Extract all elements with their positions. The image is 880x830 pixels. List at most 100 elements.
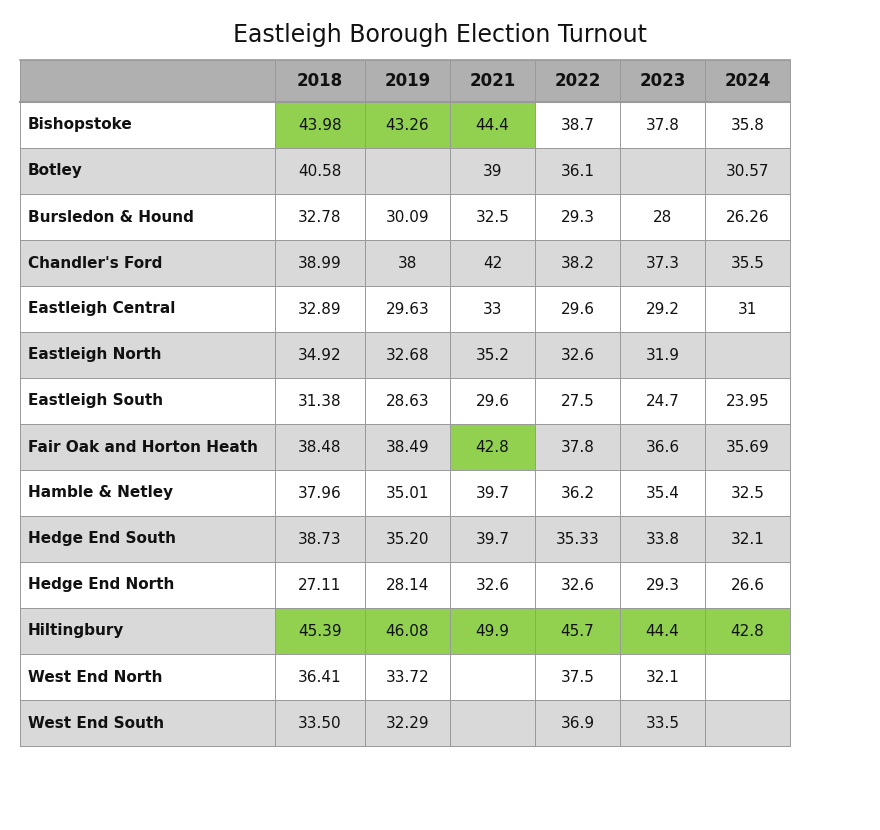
Text: 32.78: 32.78 bbox=[298, 209, 341, 224]
Text: 42.8: 42.8 bbox=[730, 623, 765, 638]
Text: 32.68: 32.68 bbox=[385, 348, 429, 363]
Text: 23.95: 23.95 bbox=[726, 393, 769, 408]
Text: 38.2: 38.2 bbox=[561, 256, 594, 271]
Text: Bishopstoke: Bishopstoke bbox=[28, 118, 133, 133]
Text: 30.57: 30.57 bbox=[726, 164, 769, 178]
Bar bbox=[20, 194, 790, 240]
Text: 35.20: 35.20 bbox=[385, 531, 429, 546]
Text: 32.1: 32.1 bbox=[646, 670, 679, 685]
Text: Hedge End North: Hedge End North bbox=[28, 578, 174, 593]
Text: 38.49: 38.49 bbox=[385, 440, 429, 455]
Text: 38.7: 38.7 bbox=[561, 118, 594, 133]
Bar bbox=[450, 424, 535, 470]
Text: 32.89: 32.89 bbox=[298, 301, 341, 316]
Bar bbox=[20, 332, 790, 378]
Text: 24.7: 24.7 bbox=[646, 393, 679, 408]
Text: 35.69: 35.69 bbox=[726, 440, 769, 455]
Text: 36.9: 36.9 bbox=[561, 715, 595, 730]
Text: 45.7: 45.7 bbox=[561, 623, 594, 638]
Text: 35.4: 35.4 bbox=[646, 486, 679, 500]
Text: 29.6: 29.6 bbox=[475, 393, 510, 408]
Bar bbox=[450, 608, 535, 654]
Bar bbox=[20, 424, 790, 470]
Text: 2022: 2022 bbox=[554, 72, 601, 90]
Bar bbox=[20, 654, 790, 700]
Text: 38.48: 38.48 bbox=[298, 440, 341, 455]
Bar bbox=[535, 608, 620, 654]
Text: 39.7: 39.7 bbox=[475, 486, 510, 500]
Text: 35.01: 35.01 bbox=[385, 486, 429, 500]
Text: 44.4: 44.4 bbox=[646, 623, 679, 638]
Text: 33.50: 33.50 bbox=[298, 715, 341, 730]
Text: Hamble & Netley: Hamble & Netley bbox=[28, 486, 173, 500]
Text: 2019: 2019 bbox=[385, 72, 430, 90]
Text: 36.1: 36.1 bbox=[561, 164, 595, 178]
Text: 29.63: 29.63 bbox=[385, 301, 429, 316]
Text: 43.98: 43.98 bbox=[298, 118, 341, 133]
Bar bbox=[20, 562, 790, 608]
Text: 2024: 2024 bbox=[724, 72, 771, 90]
Text: 28: 28 bbox=[653, 209, 672, 224]
Text: 26.26: 26.26 bbox=[726, 209, 769, 224]
Text: 39.7: 39.7 bbox=[475, 531, 510, 546]
Text: 37.8: 37.8 bbox=[646, 118, 679, 133]
Text: 46.08: 46.08 bbox=[385, 623, 429, 638]
Text: 28.14: 28.14 bbox=[385, 578, 429, 593]
Text: 2023: 2023 bbox=[639, 72, 686, 90]
Bar bbox=[20, 240, 790, 286]
Text: 33: 33 bbox=[483, 301, 502, 316]
Bar bbox=[365, 608, 450, 654]
Text: 37.96: 37.96 bbox=[298, 486, 341, 500]
Text: Botley: Botley bbox=[28, 164, 83, 178]
Text: 39: 39 bbox=[483, 164, 502, 178]
Text: 26.6: 26.6 bbox=[730, 578, 765, 593]
Text: 29.2: 29.2 bbox=[646, 301, 679, 316]
Text: 32.1: 32.1 bbox=[730, 531, 765, 546]
Text: 32.29: 32.29 bbox=[385, 715, 429, 730]
Text: 28.63: 28.63 bbox=[385, 393, 429, 408]
Text: 2018: 2018 bbox=[297, 72, 343, 90]
Text: 37.3: 37.3 bbox=[646, 256, 679, 271]
Text: Hedge End South: Hedge End South bbox=[28, 531, 176, 546]
Text: 32.5: 32.5 bbox=[475, 209, 510, 224]
Text: Chandler's Ford: Chandler's Ford bbox=[28, 256, 163, 271]
Text: 35.2: 35.2 bbox=[475, 348, 510, 363]
Text: 35.8: 35.8 bbox=[730, 118, 765, 133]
Bar bbox=[20, 148, 790, 194]
Bar bbox=[20, 516, 790, 562]
Text: Hiltingbury: Hiltingbury bbox=[28, 623, 124, 638]
Bar bbox=[20, 286, 790, 332]
Text: Fair Oak and Horton Heath: Fair Oak and Horton Heath bbox=[28, 440, 258, 455]
Text: 42.8: 42.8 bbox=[475, 440, 510, 455]
Text: Eastleigh Borough Election Turnout: Eastleigh Borough Election Turnout bbox=[233, 23, 647, 47]
Text: 37.8: 37.8 bbox=[561, 440, 594, 455]
Bar bbox=[365, 102, 450, 148]
Text: 40.58: 40.58 bbox=[298, 164, 341, 178]
Text: 31.9: 31.9 bbox=[646, 348, 679, 363]
Text: 37.5: 37.5 bbox=[561, 670, 594, 685]
Bar bbox=[620, 608, 705, 654]
Text: 34.92: 34.92 bbox=[298, 348, 341, 363]
Text: 33.72: 33.72 bbox=[385, 670, 429, 685]
Bar bbox=[450, 102, 535, 148]
Text: 32.6: 32.6 bbox=[561, 578, 595, 593]
Text: 35.33: 35.33 bbox=[555, 531, 599, 546]
Text: 49.9: 49.9 bbox=[475, 623, 510, 638]
Bar bbox=[20, 378, 790, 424]
Text: 38.99: 38.99 bbox=[298, 256, 341, 271]
Text: Eastleigh Central: Eastleigh Central bbox=[28, 301, 175, 316]
Text: 29.6: 29.6 bbox=[561, 301, 595, 316]
Bar bbox=[705, 608, 790, 654]
Text: West End South: West End South bbox=[28, 715, 165, 730]
Text: 33.5: 33.5 bbox=[646, 715, 679, 730]
Text: 27.11: 27.11 bbox=[298, 578, 341, 593]
Text: 32.5: 32.5 bbox=[730, 486, 765, 500]
Text: 36.41: 36.41 bbox=[298, 670, 341, 685]
Text: 35.5: 35.5 bbox=[730, 256, 765, 271]
Bar bbox=[275, 102, 365, 148]
Text: 2021: 2021 bbox=[469, 72, 516, 90]
Text: Bursledon & Hound: Bursledon & Hound bbox=[28, 209, 194, 224]
Text: Eastleigh North: Eastleigh North bbox=[28, 348, 162, 363]
Text: 29.3: 29.3 bbox=[646, 578, 679, 593]
Text: West End North: West End North bbox=[28, 670, 163, 685]
